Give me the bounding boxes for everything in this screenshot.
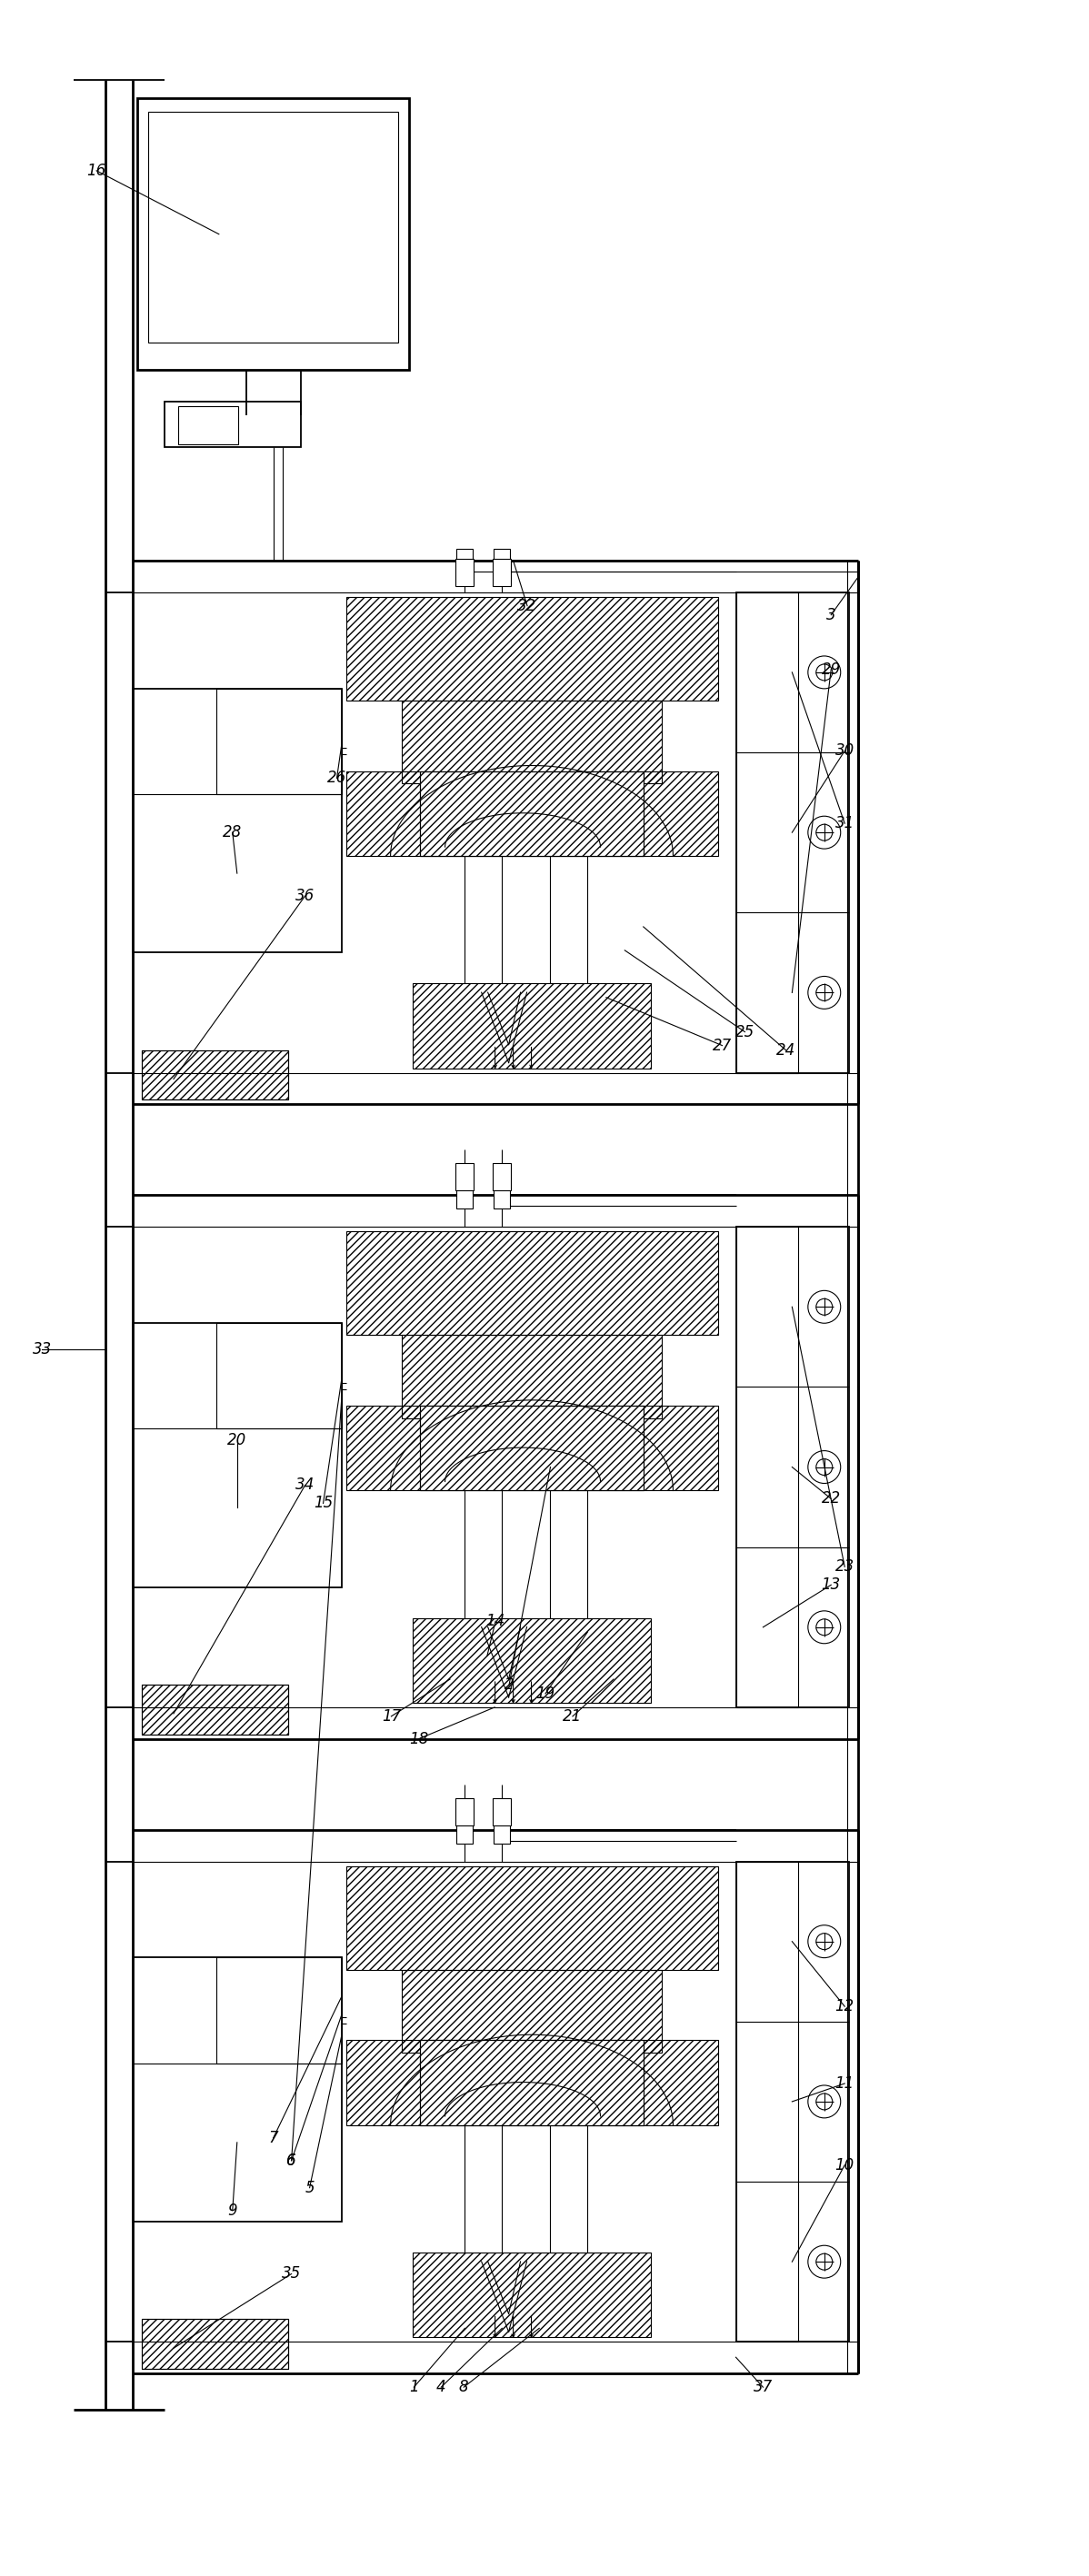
Bar [736,1226,798,1708]
Text: 12: 12 [835,1999,855,2014]
Text: 31: 31 [835,814,855,832]
Text: 11: 11 [835,2076,855,2092]
Bar [493,1798,511,1826]
Bar [456,1182,473,1208]
Text: 17: 17 [381,1708,401,1723]
Text: 6: 6 [286,2154,296,2169]
Text: 1: 1 [409,2380,419,2396]
Text: 36: 36 [295,889,315,904]
Bar [217,1958,341,2063]
Bar [179,407,238,446]
Bar [456,1798,474,1826]
Bar [456,559,474,585]
Bar [420,2040,644,2125]
Bar [736,1226,849,1708]
Bar [402,1971,662,2053]
Bar [413,2251,651,2336]
Text: 3: 3 [827,608,836,623]
Bar [346,2040,718,2125]
Bar [420,770,644,855]
Bar [402,701,662,783]
Bar [133,1958,341,2221]
Bar [142,2318,287,2370]
Text: 20: 20 [228,1432,247,1448]
Text: 19: 19 [536,1685,555,1703]
Text: 7: 7 [269,2130,278,2146]
Bar [217,688,341,793]
Bar [164,402,301,448]
Bar [346,1406,718,1492]
Text: 29: 29 [821,662,841,677]
Text: 16: 16 [87,162,106,178]
Text: 2: 2 [504,1677,514,1692]
Text: 27: 27 [712,1038,732,1054]
Bar [456,1819,473,1844]
Bar [493,559,511,585]
Text: 5: 5 [305,2179,315,2195]
Text: 37: 37 [754,2380,773,2396]
Bar [142,1685,287,1734]
Text: 9: 9 [228,2202,237,2218]
Text: 25: 25 [735,1023,755,1041]
Bar [148,111,399,343]
Text: 4: 4 [437,2380,445,2396]
Bar [142,1051,287,1100]
Bar [494,1819,511,1844]
Text: 26: 26 [327,770,346,786]
Bar [420,1406,644,1492]
Text: 34: 34 [295,1476,315,1494]
Bar [494,549,511,574]
Text: 14: 14 [486,1613,505,1631]
Bar [413,984,651,1069]
Text: 24: 24 [776,1041,795,1059]
Bar [420,1406,644,1492]
Bar [413,1618,651,1703]
Text: 18: 18 [408,1731,428,1747]
Text: 6: 6 [286,2154,296,2169]
Text: 10: 10 [835,2156,855,2174]
Text: 28: 28 [223,824,242,840]
Text: 8: 8 [458,2380,468,2396]
Text: 15: 15 [314,1494,333,1512]
Text: 35: 35 [282,2267,302,2282]
Text: 33: 33 [33,1342,52,1358]
Text: 30: 30 [835,742,855,760]
Bar [346,1865,718,1971]
Bar [137,98,409,371]
Bar [346,598,718,701]
Bar [420,770,644,855]
Text: 32: 32 [517,598,537,613]
Text: 22: 22 [821,1492,841,1507]
Bar [494,1182,511,1208]
Bar [346,770,718,855]
Bar [217,1324,341,1430]
Text: 21: 21 [563,1708,583,1723]
Bar [133,688,341,953]
Text: 13: 13 [821,1577,841,1592]
Bar [346,1231,718,1334]
Text: 23: 23 [835,1558,855,1574]
Bar [142,1051,287,1100]
Bar [493,1164,511,1190]
Bar [133,1324,341,1587]
Bar [402,1334,662,1417]
Bar [142,1685,287,1734]
Bar [142,2318,287,2370]
Bar [420,2040,644,2125]
Bar [736,592,849,1072]
Bar [736,1862,849,2342]
Bar [456,1164,474,1190]
Bar [736,592,798,1072]
Bar [736,1862,798,2342]
Bar [456,549,473,574]
